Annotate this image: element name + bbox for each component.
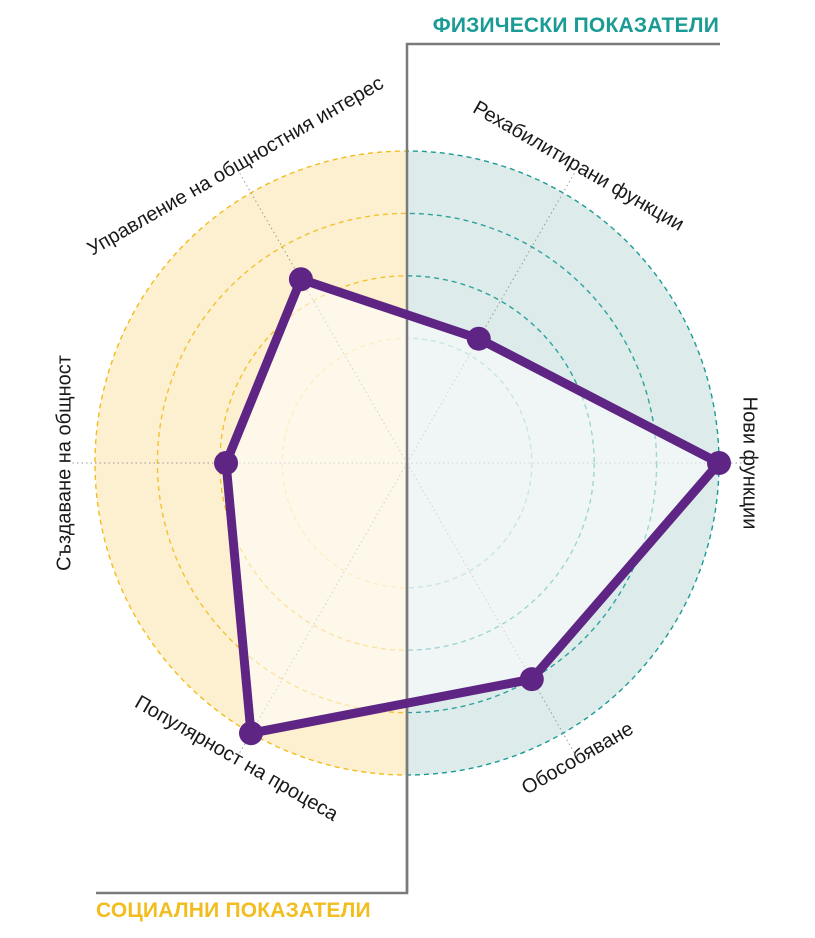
grid-ring [156, 212, 407, 714]
physical-indicators-header: ФИЗИЧЕСКИ ПОКАЗАТЕЛИ [432, 14, 719, 37]
series-group [214, 267, 731, 746]
data-point [466, 326, 491, 351]
data-point [519, 667, 544, 692]
data-point [288, 267, 313, 292]
social-divider-line [96, 463, 409, 895]
series-area [226, 279, 720, 734]
axis-label: Създаване на общност [53, 355, 75, 571]
data-point [239, 721, 263, 746]
data-point [707, 451, 731, 475]
axis-label: Нови функции [739, 397, 761, 530]
social-indicators-header: СОЦИАЛНИ ПОКАЗАТЕЛИ [96, 899, 371, 922]
data-point [214, 451, 239, 475]
